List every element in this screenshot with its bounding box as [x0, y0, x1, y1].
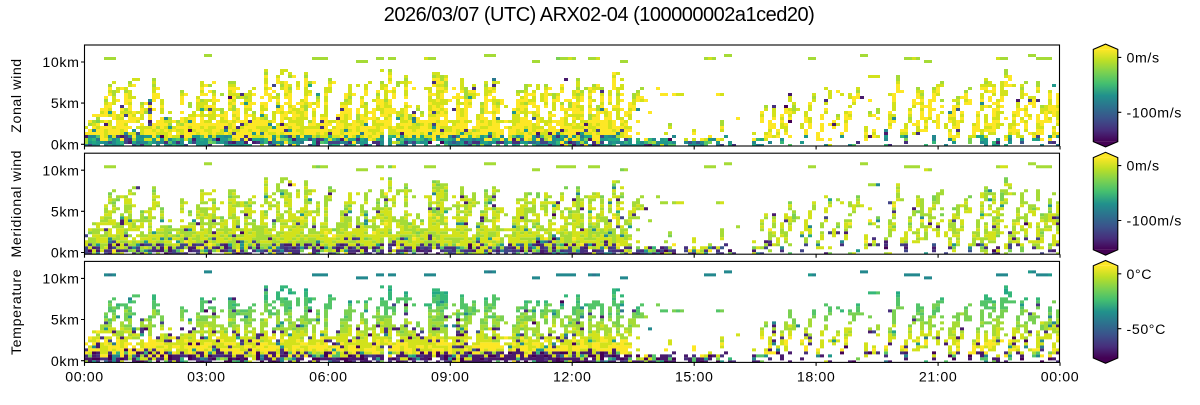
svg-text:0m/s: 0m/s: [1127, 159, 1160, 175]
svg-text:09:00: 09:00: [431, 370, 470, 386]
svg-text:10km: 10km: [42, 55, 79, 71]
svg-text:2026/03/07 (UTC) ARX02-04 (100: 2026/03/07 (UTC) ARX02-04 (100000002a1ce…: [384, 4, 815, 26]
svg-text:12:00: 12:00: [553, 370, 592, 386]
svg-text:0km: 0km: [51, 354, 80, 370]
svg-text:5km: 5km: [51, 313, 80, 329]
svg-text:5km: 5km: [51, 204, 80, 220]
svg-text:00:00: 00:00: [65, 370, 104, 386]
svg-text:18:00: 18:00: [797, 370, 836, 386]
svg-text:-50°C: -50°C: [1127, 322, 1166, 338]
svg-text:-100m/s: -100m/s: [1127, 105, 1182, 121]
svg-text:03:00: 03:00: [187, 370, 226, 386]
svg-text:Zonal wind: Zonal wind: [9, 58, 25, 133]
svg-text:5km: 5km: [51, 96, 80, 112]
svg-text:00:00: 00:00: [1041, 370, 1080, 386]
svg-text:21:00: 21:00: [919, 370, 958, 386]
svg-text:06:00: 06:00: [309, 370, 348, 386]
svg-text:10km: 10km: [42, 163, 79, 179]
svg-text:15:00: 15:00: [675, 370, 714, 386]
svg-text:0°C: 0°C: [1127, 267, 1153, 283]
svg-text:0km: 0km: [51, 137, 80, 153]
svg-text:Meridional wind: Meridional wind: [9, 150, 25, 258]
svg-text:10km: 10km: [42, 272, 79, 288]
svg-text:-100m/s: -100m/s: [1127, 214, 1182, 230]
svg-text:0km: 0km: [51, 246, 80, 262]
svg-text:Temperature: Temperature: [9, 269, 25, 355]
svg-text:0m/s: 0m/s: [1127, 51, 1160, 67]
